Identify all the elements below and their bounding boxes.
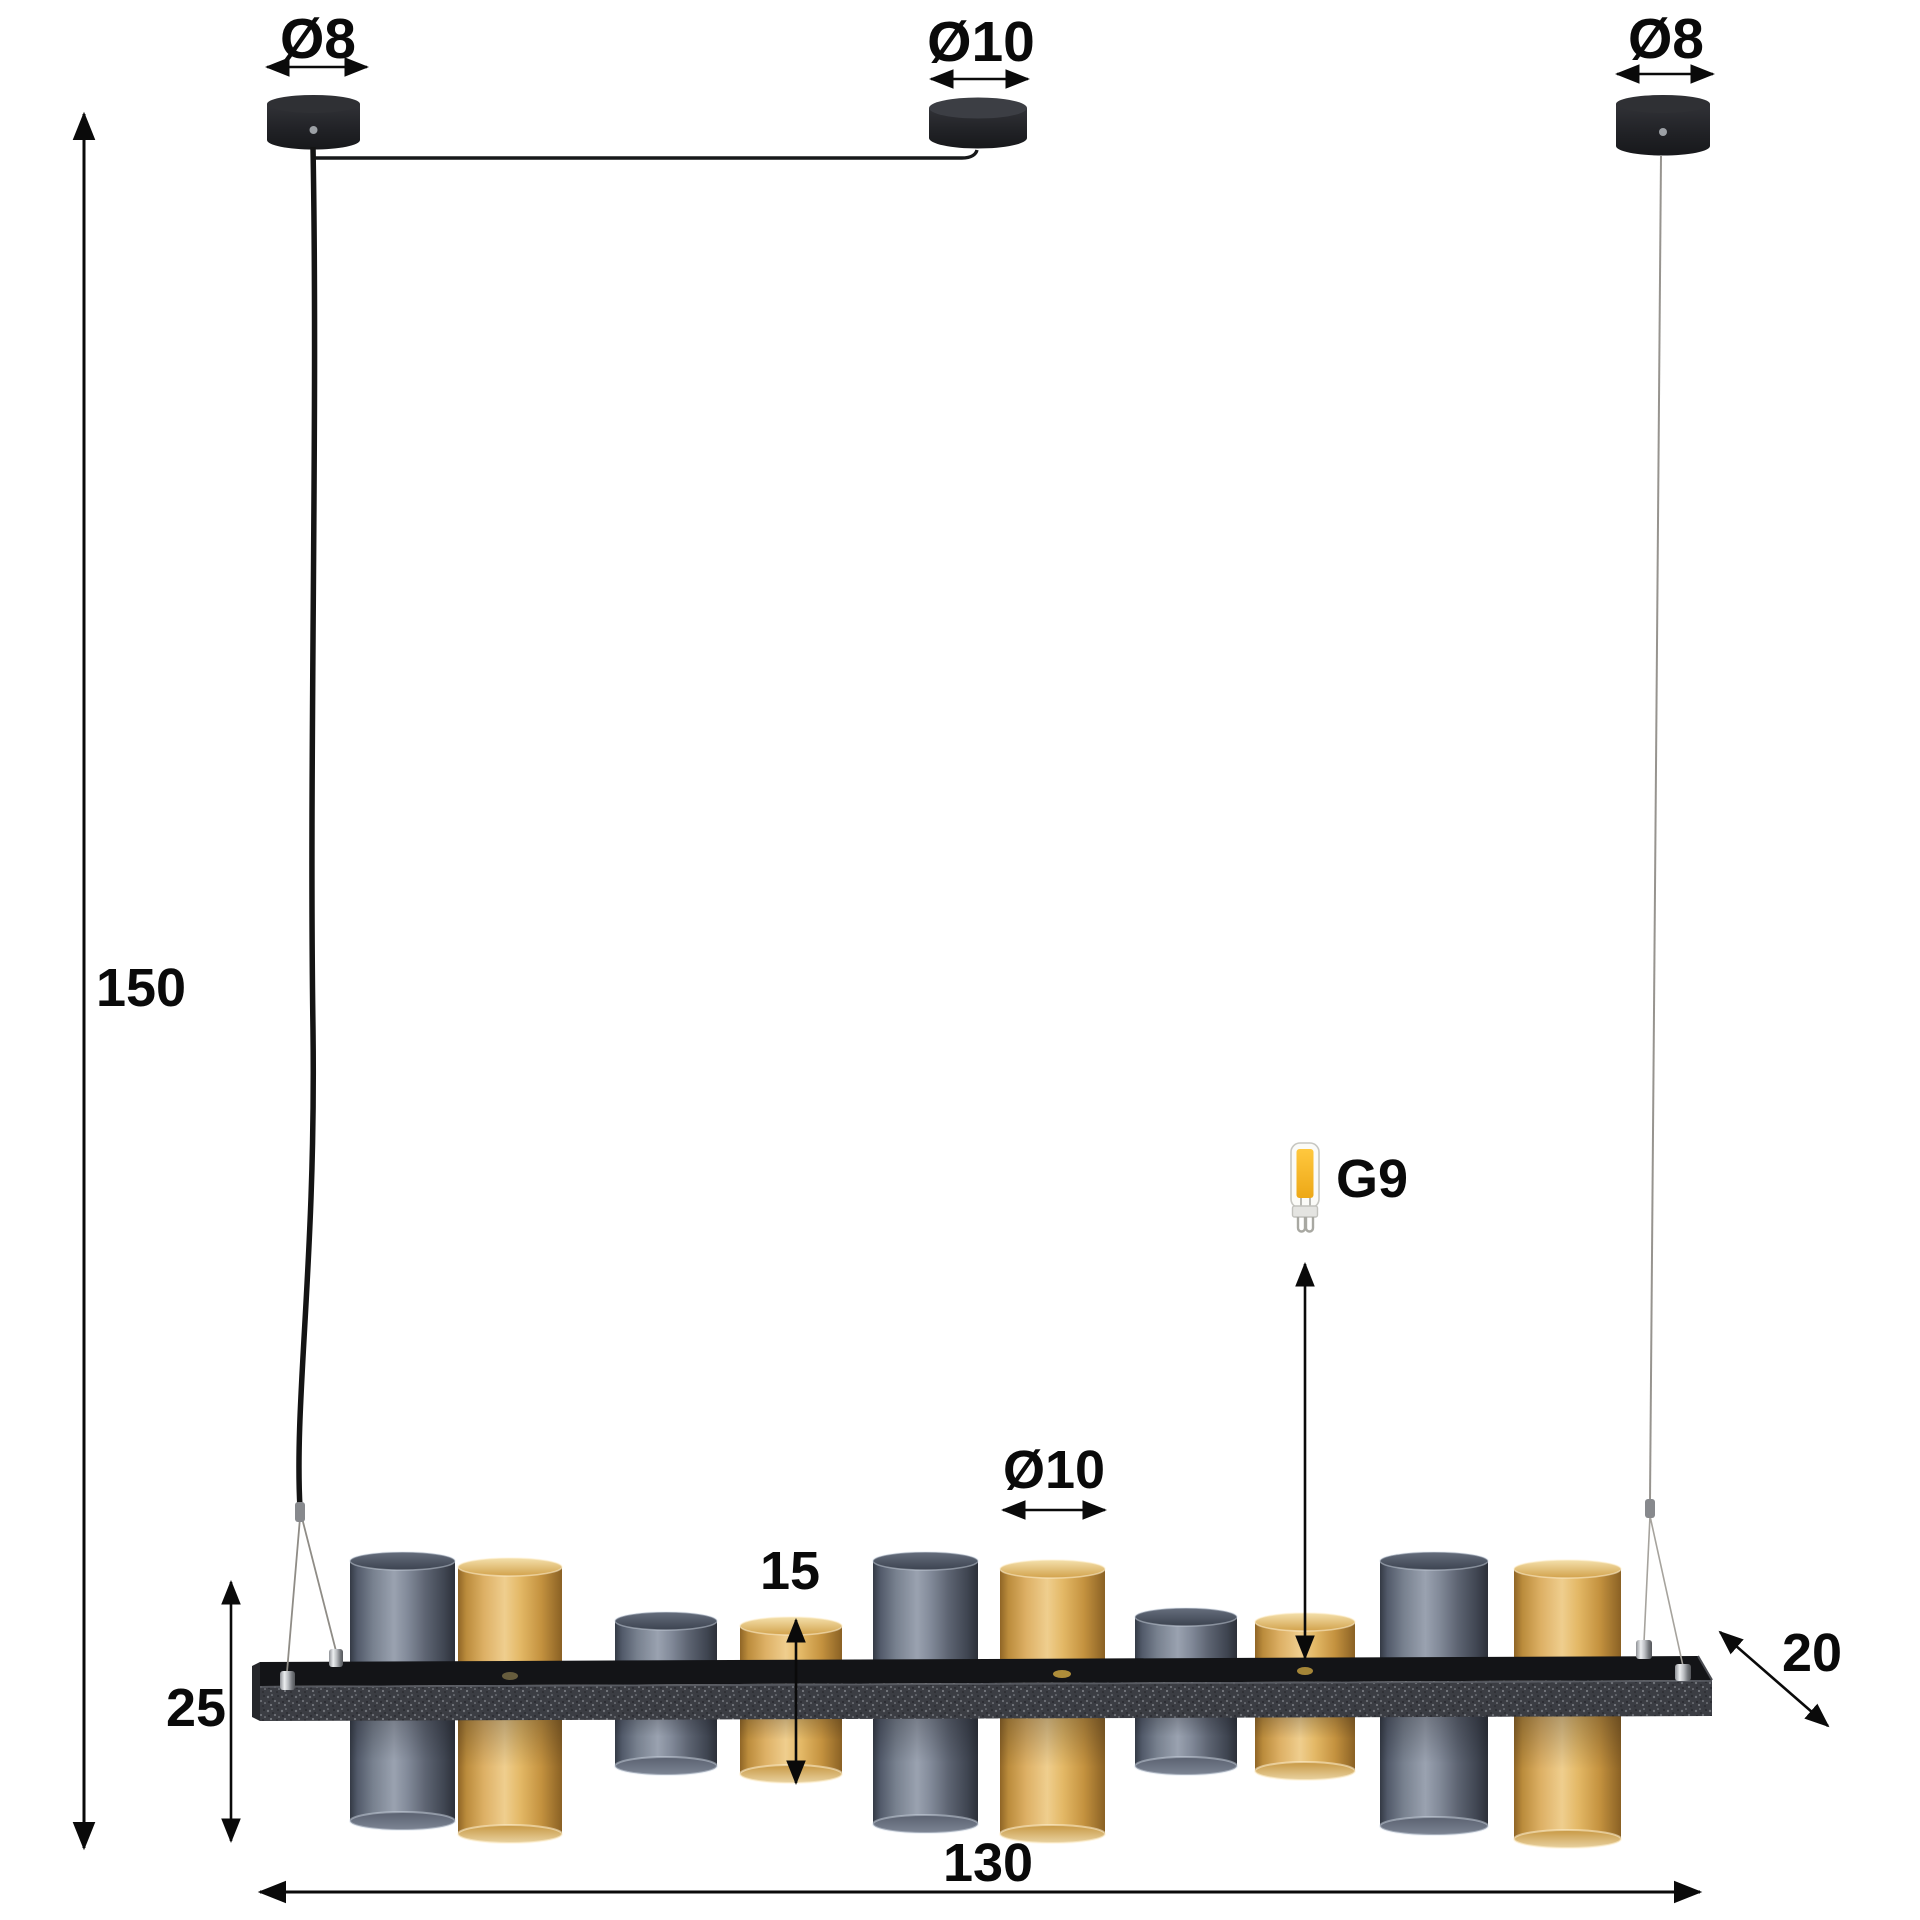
- canopy-left: [267, 95, 360, 150]
- dimension-canopy-left: Ø8: [265, 7, 369, 77]
- dimension-bulb-position: G9: [1295, 1149, 1408, 1660]
- glass-shade-shadow: [1380, 1712, 1488, 1826]
- bulb-g9: [1290, 1142, 1320, 1233]
- glass-shade-bottom-rim: [739, 1764, 843, 1784]
- glass-shade-bottom-rim: [1513, 1829, 1622, 1849]
- dimension-shade-diameter: Ø10: [1001, 1440, 1107, 1520]
- glass-shade-top-rim: [739, 1616, 843, 1636]
- dimension-canopy-right: Ø8: [1615, 7, 1715, 84]
- dimension-canopy-middle: Ø10: [927, 10, 1035, 89]
- cable-post: [329, 1649, 343, 1667]
- glass-shade-bottom-rim: [872, 1814, 979, 1834]
- glass-shade-shadow: [873, 1712, 978, 1824]
- ceiling-wire-horizontal: [315, 149, 979, 160]
- glass-shade-top-rim: [614, 1611, 718, 1631]
- glass-shade-top-rim: [1134, 1607, 1238, 1627]
- glass-shade-top-rim: [457, 1557, 563, 1577]
- frame-bar: [252, 1655, 1713, 1721]
- dim-label-drop-height: 150: [96, 958, 186, 1018]
- socket-glint: [1053, 1670, 1071, 1678]
- bulb-pin: [1296, 1217, 1307, 1233]
- dim-label-fixture-height: 25: [166, 1678, 226, 1738]
- cable-clamp: [1645, 1499, 1655, 1518]
- canopy-right: [1616, 95, 1710, 156]
- glass-shade-top-rim: [1513, 1559, 1622, 1579]
- canopy-middle: [929, 97, 1027, 149]
- suspension-hardware-right: [1636, 1499, 1691, 1681]
- glass-shade-top-rim: [872, 1551, 979, 1571]
- dim-label-small-shade-height: 15: [760, 1541, 820, 1601]
- glass-shade-bottom-rim: [614, 1756, 718, 1776]
- glass-shade-bottom-rim: [1254, 1761, 1356, 1781]
- frame-bar-front-face: [260, 1680, 1712, 1721]
- frame-tray: [260, 1656, 1712, 1686]
- frame-bar-left-end: [252, 1662, 260, 1721]
- glass-shade-bottom-rim: [349, 1811, 456, 1831]
- canopy-screw: [309, 126, 318, 134]
- glass-shade-shadow: [458, 1712, 562, 1834]
- dim-label-fixture-depth: 20: [1782, 1623, 1842, 1683]
- glass-shade-top-rim: [349, 1551, 456, 1571]
- glass-shade-shadow: [1000, 1712, 1105, 1834]
- glass-shades-below-frame: [349, 1712, 1622, 1849]
- dim-label-canopy-right: Ø8: [1628, 7, 1704, 71]
- cable-clamp: [295, 1502, 305, 1522]
- dimension-drop-height: 150: [72, 111, 186, 1851]
- glass-shade-shadow: [1514, 1712, 1621, 1839]
- glass-shade-bottom-rim: [999, 1824, 1106, 1844]
- glass-shade-top-rim: [1379, 1551, 1489, 1571]
- glass-shade-bottom-rim: [457, 1824, 563, 1844]
- socket-glint: [1297, 1667, 1313, 1675]
- canopy-screw: [1659, 128, 1667, 136]
- glass-shade-top-rim: [999, 1559, 1106, 1579]
- suspension-hardware-left: [280, 1502, 343, 1690]
- glass-shade-bottom-rim: [1134, 1756, 1238, 1776]
- socket-glint: [502, 1672, 518, 1680]
- suspension-wire-right: [1649, 155, 1662, 1501]
- bulb-pin: [1304, 1217, 1315, 1233]
- glass-shade-bottom-rim: [1379, 1816, 1489, 1836]
- dimension-fixture-width: 130: [257, 1833, 1703, 1904]
- glass-shade-shadow: [350, 1712, 455, 1821]
- cable-post: [1636, 1640, 1652, 1659]
- cable-post: [1675, 1664, 1691, 1681]
- dimension-small-shade-height: 15: [760, 1541, 820, 1785]
- dim-label-shade-diameter: Ø10: [1003, 1440, 1105, 1500]
- glass-shade-above-smoke-tall: [350, 1561, 455, 1680]
- suspension-cord-left: [296, 146, 318, 1509]
- dim-label-canopy-middle: Ø10: [927, 10, 1035, 74]
- dimension-fixture-depth: 20: [1718, 1623, 1842, 1728]
- bulb-base: [1291, 1205, 1319, 1218]
- bulb-led-filament: [1296, 1149, 1314, 1198]
- frame-tray-opening: [260, 1656, 1712, 1686]
- frame-bar-right-edge: [1697, 1655, 1713, 1681]
- dim-label-fixture-width: 130: [943, 1833, 1033, 1893]
- dim-label-canopy-left: Ø8: [280, 7, 356, 71]
- dimension-fixture-height: 25: [166, 1580, 241, 1843]
- cable-post: [280, 1671, 295, 1690]
- dim-label-bulb-socket: G9: [1336, 1149, 1408, 1209]
